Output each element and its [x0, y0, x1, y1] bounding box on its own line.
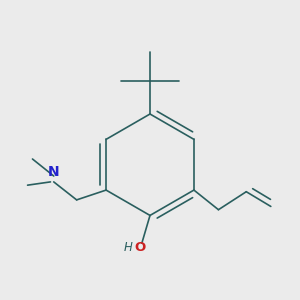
Text: N: N: [48, 165, 60, 179]
Text: H: H: [124, 241, 133, 254]
Text: O: O: [135, 241, 146, 254]
